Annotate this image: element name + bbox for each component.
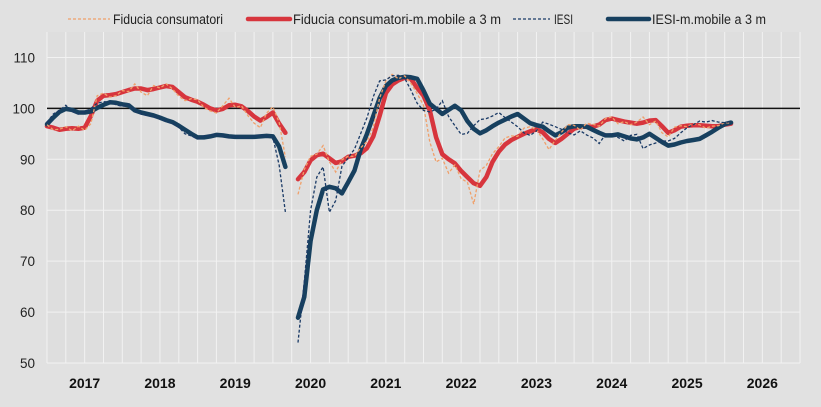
y-tick-label: 60 (20, 305, 35, 320)
y-tick-label: 50 (20, 356, 35, 371)
x-tick-label: 2026 (747, 375, 778, 391)
y-tick-label: 100 (12, 101, 35, 116)
x-tick-label: 2023 (521, 375, 552, 391)
x-tick-label: 2021 (370, 375, 401, 391)
series-line-fiducia-consumatori (46, 73, 732, 205)
x-tick-label: 2025 (671, 375, 702, 391)
x-tick-label: 2022 (446, 375, 477, 391)
y-tick-label: 90 (20, 152, 35, 167)
legend-label: IESI (554, 12, 573, 27)
y-tick-label: 110 (13, 50, 35, 65)
legend-label: Fiducia consumatori-m.mobile a 3 m (293, 12, 501, 27)
series-line-iesi (46, 74, 732, 343)
x-tick-label: 2018 (144, 375, 175, 391)
series-line-fiducia-consumatori-m-mobile-a-3-m (44, 75, 734, 189)
x-tick-label: 2020 (295, 375, 326, 391)
legend-label: Fiducia consumatori (113, 12, 223, 27)
x-tick-label: 2024 (596, 375, 627, 391)
x-tick-label: 2017 (69, 375, 100, 391)
x-tick-label: 2019 (220, 375, 251, 391)
legend-label: IESI-m.mobile a 3 m (652, 12, 766, 27)
y-tick-label: 70 (20, 254, 35, 269)
series-line-iesi-m-mobile-a-3-m (44, 74, 734, 320)
y-tick-label: 80 (20, 203, 35, 218)
